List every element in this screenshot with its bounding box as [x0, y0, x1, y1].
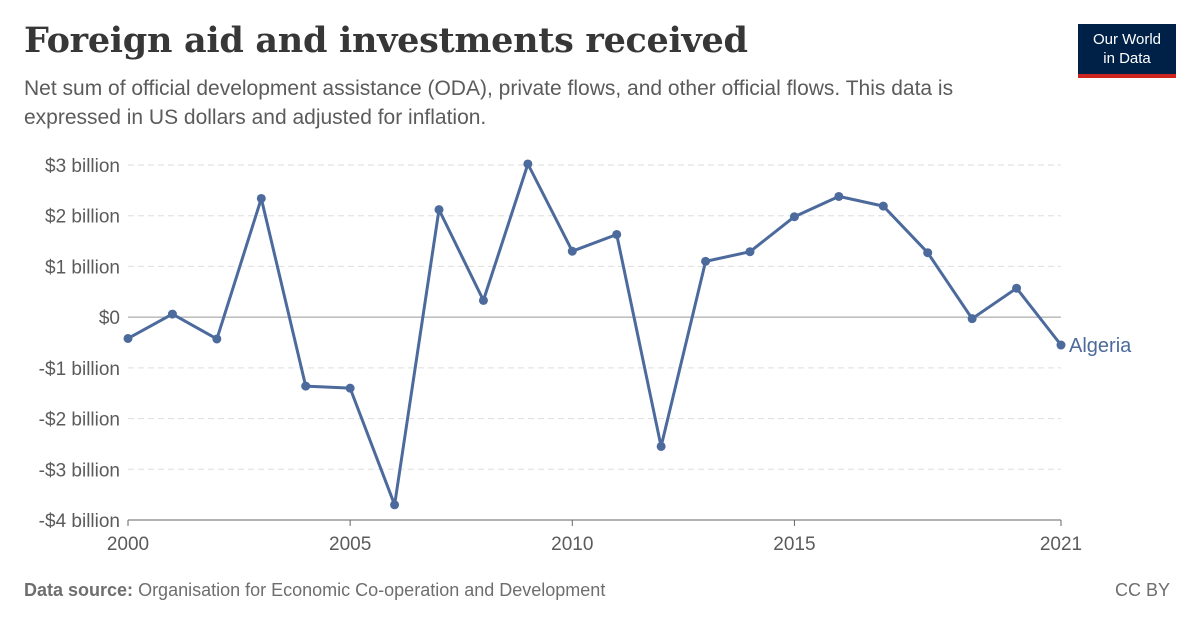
grid-layer: [128, 164, 1061, 521]
data-point[interactable]: [923, 248, 933, 258]
logo-line-1: Our World: [1092, 31, 1162, 48]
x-tick-label: 2000: [107, 534, 149, 555]
data-point[interactable]: [701, 256, 711, 266]
data-point[interactable]: [612, 229, 622, 239]
license-link[interactable]: CC BY: [1114, 580, 1170, 600]
data-point[interactable]: [1012, 283, 1022, 293]
data-point[interactable]: [256, 193, 266, 203]
y-tick-label: -$1 billion: [39, 359, 120, 380]
data-point[interactable]: [301, 381, 311, 391]
x-tick-label: 2010: [551, 534, 593, 555]
data-source: Data source: Organisation for Economic C…: [24, 580, 605, 601]
y-tick-label: $1 billion: [45, 257, 120, 278]
data-point[interactable]: [789, 212, 799, 222]
data-point[interactable]: [212, 334, 222, 344]
data-point[interactable]: [878, 201, 888, 211]
data-point[interactable]: [656, 441, 666, 451]
data-point[interactable]: [567, 246, 577, 256]
series-layer: Algeria: [123, 159, 1132, 510]
data-point[interactable]: [834, 191, 844, 201]
series-line[interactable]: [126, 162, 1063, 507]
chart-title: Foreign aid and investments received: [24, 20, 748, 61]
data-point[interactable]: [523, 159, 533, 169]
y-tick-label: -$3 billion: [39, 460, 120, 481]
y-tick-label: -$2 billion: [39, 410, 120, 431]
y-tick-label: $0: [99, 308, 120, 329]
data-point[interactable]: [478, 295, 488, 305]
data-point[interactable]: [745, 247, 755, 257]
x-tick-label: 2005: [329, 534, 371, 555]
data-point[interactable]: [123, 333, 133, 343]
series-label[interactable]: Algeria: [1069, 335, 1132, 357]
x-tick-label: 2021: [1040, 534, 1082, 555]
chart-subtitle: Net sum of official development assistan…: [24, 77, 954, 129]
logo-line-2: in Data: [1103, 50, 1151, 67]
data-point[interactable]: [1056, 340, 1066, 350]
data-source-label: Data source:: [24, 580, 134, 600]
axis-layer: $3 billion $2 billion $1 billion $0 -$1 bill…: [39, 156, 1082, 555]
owid-logo[interactable]: Our World in Data: [1078, 24, 1176, 78]
data-point[interactable]: [434, 205, 444, 215]
x-tick-label: 2015: [773, 534, 815, 555]
data-point[interactable]: [967, 314, 977, 324]
y-tick-label: $3 billion: [45, 156, 120, 177]
data-point[interactable]: [167, 309, 177, 319]
data-point[interactable]: [390, 500, 400, 510]
y-tick-label: -$4 billion: [39, 511, 120, 532]
data-source-link[interactable]: Organisation for Economic Co-operation a…: [138, 580, 606, 600]
y-tick-label: $2 billion: [45, 207, 120, 228]
data-point[interactable]: [345, 383, 355, 393]
